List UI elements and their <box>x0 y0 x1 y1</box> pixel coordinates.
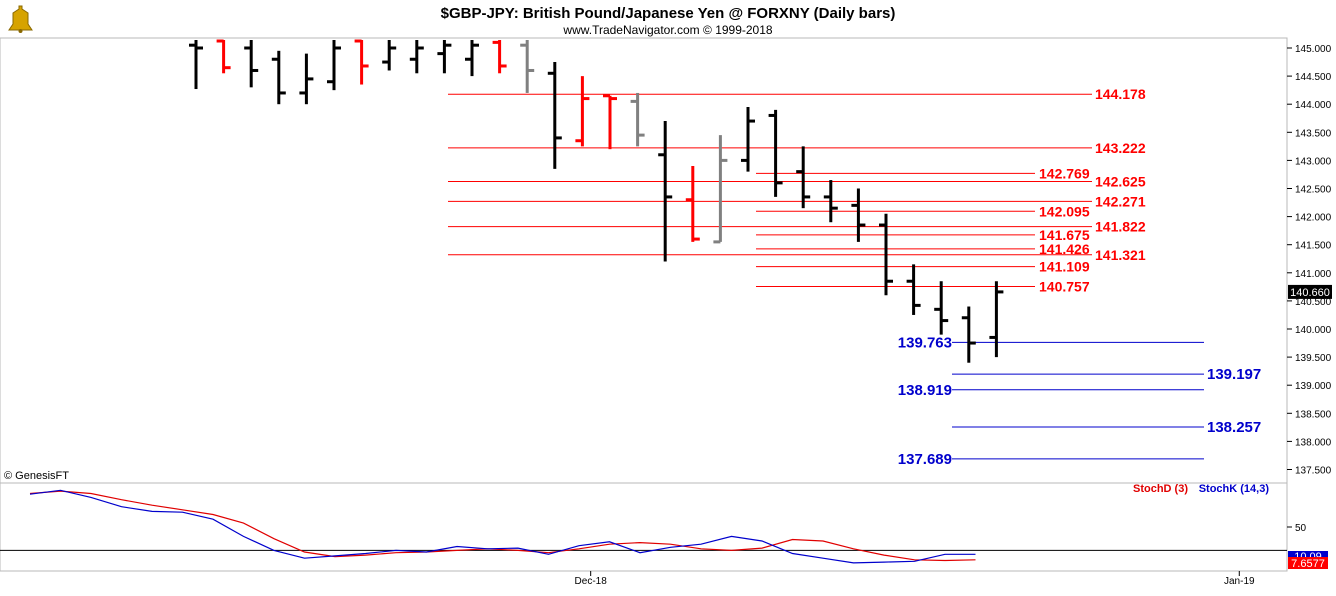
ohlc-bar <box>271 50 286 105</box>
ohlc-bar <box>465 40 479 77</box>
ohlc-bar <box>741 107 755 172</box>
price-tick-label: 144.000 <box>1295 100 1332 111</box>
stochastic-panel <box>0 482 1288 572</box>
ohlc-bar <box>382 40 397 71</box>
price-tick-label: 142.000 <box>1295 213 1332 224</box>
level-label: 137.689 <box>898 451 952 468</box>
level-label: 142.095 <box>1039 203 1090 219</box>
level-label: 142.769 <box>1039 165 1090 181</box>
ohlc-bar <box>189 40 203 90</box>
chart-subtitle: www.TradeNavigator.com © 1999-2018 <box>562 23 772 37</box>
ohlc-bar <box>961 306 976 363</box>
ohlc-bar <box>547 62 562 169</box>
price-tick-label: 144.500 <box>1295 72 1332 83</box>
level-label: 142.271 <box>1095 193 1146 209</box>
ohlc-bar <box>354 39 369 85</box>
last-price-label: 140.660 <box>1290 287 1330 299</box>
last-price-tag: 140.660 <box>1288 284 1332 299</box>
ohlc-bar <box>492 40 507 74</box>
price-tick-label: 142.500 <box>1295 185 1332 196</box>
ohlc-bar <box>989 281 1004 358</box>
level-label: 142.625 <box>1095 173 1146 189</box>
price-panel <box>0 37 1288 484</box>
price-tick-label: 140.500 <box>1295 297 1332 308</box>
stoch-d-value-label: 7.6577 <box>1291 558 1325 570</box>
stoch-tick-label: 50 <box>1295 523 1307 534</box>
ohlc-bar <box>768 109 783 197</box>
ohlc-bar <box>685 166 700 242</box>
ohlc-bar <box>409 40 424 74</box>
ohlc-bar <box>851 188 866 242</box>
stochastic-axis: 50 <box>0 523 1307 551</box>
level-label: 139.763 <box>898 334 952 351</box>
ohlc-bar <box>216 39 231 74</box>
ohlc-bar <box>906 264 921 315</box>
price-tick-label: 145.000 <box>1295 44 1332 55</box>
price-tick-label: 138.500 <box>1295 409 1332 420</box>
stoch-d-value-tag: 7.6577 <box>1288 557 1328 570</box>
ohlc-bar <box>437 40 452 74</box>
ohlc-bar <box>575 76 590 147</box>
level-label: 140.757 <box>1039 278 1090 294</box>
level-label: 143.222 <box>1095 140 1146 156</box>
support-resistance-levels: 144.178 143.222 142.769 142.625 142.271 142.0… <box>448 86 1261 468</box>
legend-stoch-k: StochK (14,3) <box>1199 483 1270 495</box>
ohlc-bar <box>796 146 811 209</box>
ohlc-bar <box>713 135 728 244</box>
ohlc-bar <box>327 40 341 91</box>
ohlc-bar <box>658 121 673 262</box>
price-tick-label: 141.500 <box>1295 241 1332 252</box>
price-tick-label: 139.000 <box>1295 381 1332 392</box>
ohlc-bar <box>244 40 259 88</box>
level-label: 141.426 <box>1039 241 1090 257</box>
price-tick-label: 137.500 <box>1295 466 1332 477</box>
level-label: 141.321 <box>1095 247 1146 263</box>
time-tick-label: Jan-19 <box>1224 576 1255 587</box>
stochastic-lines <box>29 489 976 564</box>
ohlc-bar <box>934 281 949 335</box>
ohlc-bar <box>603 94 617 150</box>
price-tick-label: 138.000 <box>1295 437 1332 448</box>
ohlc-bar <box>823 180 838 223</box>
level-label: 141.109 <box>1039 259 1090 275</box>
price-tick-label: 139.500 <box>1295 353 1332 364</box>
time-axis: Dec-18 Jan-19 <box>575 571 1255 587</box>
level-label: 141.822 <box>1095 219 1146 235</box>
ohlc-bar <box>299 53 314 105</box>
level-label: 138.919 <box>898 382 952 399</box>
ohlc-bars <box>189 39 1004 363</box>
ohlc-bar <box>879 213 893 296</box>
trade-navigator-logo-icon <box>8 5 33 33</box>
level-label: 138.257 <box>1207 419 1261 436</box>
level-label: 139.197 <box>1207 366 1261 383</box>
level-label: 141.675 <box>1039 227 1090 243</box>
watermark: © GenesisFT <box>4 470 69 482</box>
ohlc-bar <box>520 40 535 93</box>
price-tick-label: 143.000 <box>1295 156 1332 167</box>
price-tick-label: 143.500 <box>1295 128 1332 139</box>
time-tick-label: Dec-18 <box>575 576 608 587</box>
legend-stoch-d: StochD (3) <box>1133 483 1188 495</box>
stoch-series-line <box>29 489 976 564</box>
price-tick-label: 140.000 <box>1295 325 1332 336</box>
chart-title: $GBP-JPY: British Pound/Japanese Yen @ F… <box>441 5 896 22</box>
price-axis: 137.500 138.000 138.500 139.000 139.500 140.0… <box>1287 44 1332 477</box>
level-label: 144.178 <box>1095 86 1146 102</box>
stoch-series-line <box>29 490 976 562</box>
price-tick-label: 141.000 <box>1295 269 1332 280</box>
ohlc-bar <box>630 92 645 147</box>
